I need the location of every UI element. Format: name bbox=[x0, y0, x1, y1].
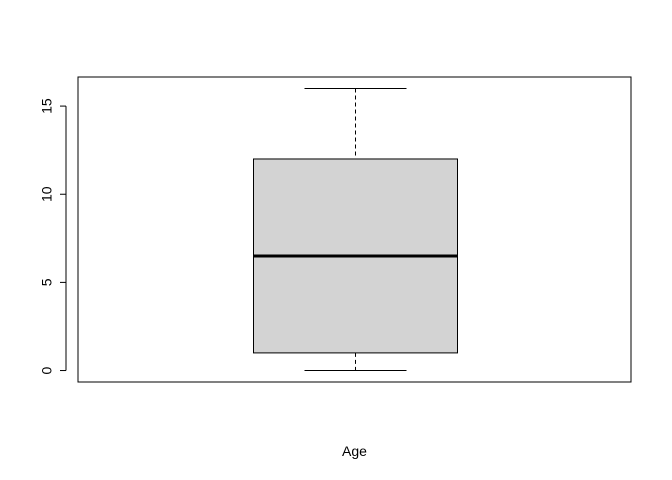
y-axis: 0 5 10 15 bbox=[39, 98, 67, 374]
y-tick-label: 15 bbox=[39, 98, 55, 114]
plot-frame bbox=[77, 76, 632, 383]
box-group bbox=[253, 87, 458, 372]
y-tick-label: 10 bbox=[39, 186, 55, 202]
x-axis-label: Age bbox=[342, 443, 367, 459]
y-tick-label: 0 bbox=[39, 366, 55, 374]
y-tick-label: 5 bbox=[39, 278, 55, 286]
